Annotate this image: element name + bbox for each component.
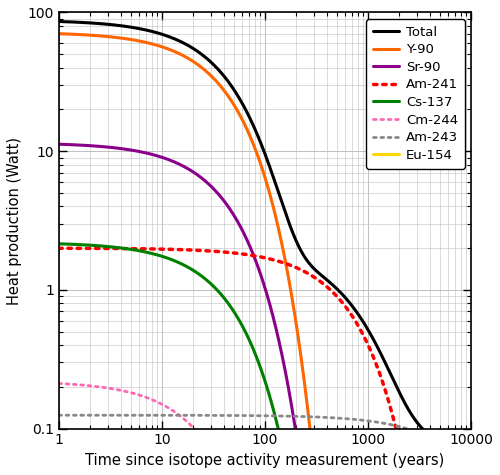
Am-241 (396, 439, 402, 445)
Cm-244 (183, 418, 189, 424)
Am-243 (148, 412, 154, 418)
Total (242, 104, 248, 110)
Am-241 (380, 382, 386, 388)
Am-243 (100, 412, 106, 418)
Am-243 (70, 412, 76, 418)
Am-241 (368, 347, 374, 353)
Line: Am-243: Am-243 (58, 415, 438, 442)
Eu-154 (88, 433, 94, 438)
Y-90 (280, 248, 286, 254)
Y-90 (120, 36, 126, 41)
Am-241 (342, 302, 347, 308)
Y-axis label: Heat production (Watt): Heat production (Watt) (7, 136, 22, 304)
Am-243 (252, 413, 258, 418)
Cs-137 (62, 241, 68, 247)
Sr-90 (159, 154, 165, 160)
Line: Y-90: Y-90 (58, 34, 312, 442)
Line: Cm-244: Cm-244 (58, 383, 205, 442)
Total (70, 19, 76, 25)
Sr-90 (134, 148, 140, 154)
Eu-154 (110, 439, 116, 445)
Am-243 (319, 414, 325, 420)
Cs-137 (234, 314, 240, 319)
Line: Cs-137: Cs-137 (58, 244, 282, 442)
Y-90 (134, 38, 140, 43)
Cs-137 (58, 241, 64, 247)
Total (436, 439, 442, 445)
Y-90 (56, 31, 62, 37)
Line: Total: Total (58, 21, 438, 442)
Sr-90 (214, 190, 220, 196)
Total (332, 284, 338, 289)
Am-241 (308, 272, 314, 278)
Cs-137 (258, 366, 264, 372)
Line: Eu-154: Eu-154 (58, 430, 113, 442)
Eu-154 (56, 428, 62, 433)
Line: Sr-90: Sr-90 (58, 144, 298, 442)
Cs-137 (56, 241, 62, 247)
Eu-154 (77, 431, 83, 437)
Y-90 (116, 35, 122, 41)
Am-243 (434, 439, 440, 445)
Eu-154 (110, 439, 116, 445)
Am-243 (157, 412, 163, 418)
Total (56, 19, 62, 24)
Y-90 (254, 150, 260, 156)
Am-241 (56, 246, 62, 251)
Total (178, 39, 184, 45)
Cm-244 (116, 387, 122, 393)
Cm-244 (202, 439, 208, 445)
Cm-244 (184, 419, 190, 425)
Total (416, 421, 422, 427)
Am-241 (241, 251, 247, 257)
Eu-154 (57, 428, 63, 434)
Cm-244 (56, 380, 62, 386)
Line: Am-241: Am-241 (58, 248, 399, 442)
Legend: Total, Y-90, Sr-90, Am-241, Cs-137, Cm-244, Am-243, Eu-154: Total, Y-90, Sr-90, Am-241, Cs-137, Cm-2… (366, 19, 464, 169)
Y-90 (308, 439, 314, 445)
Am-241 (68, 246, 74, 251)
Am-243 (56, 412, 62, 418)
Cs-137 (195, 270, 201, 276)
Cs-137 (138, 248, 144, 254)
Sr-90 (56, 142, 62, 147)
Cm-244 (98, 384, 103, 390)
Eu-154 (62, 428, 68, 434)
Cm-244 (155, 399, 161, 405)
Total (344, 296, 349, 302)
X-axis label: Time since isotope activity measurement (years): Time since isotope activity measurement … (86, 453, 444, 468)
Sr-90 (126, 147, 132, 152)
Y-90 (110, 34, 116, 40)
Eu-154 (69, 429, 75, 435)
Sr-90 (294, 439, 300, 445)
Cs-137 (278, 439, 284, 445)
Cm-244 (184, 419, 190, 425)
Sr-90 (256, 266, 262, 271)
Sr-90 (294, 434, 300, 439)
